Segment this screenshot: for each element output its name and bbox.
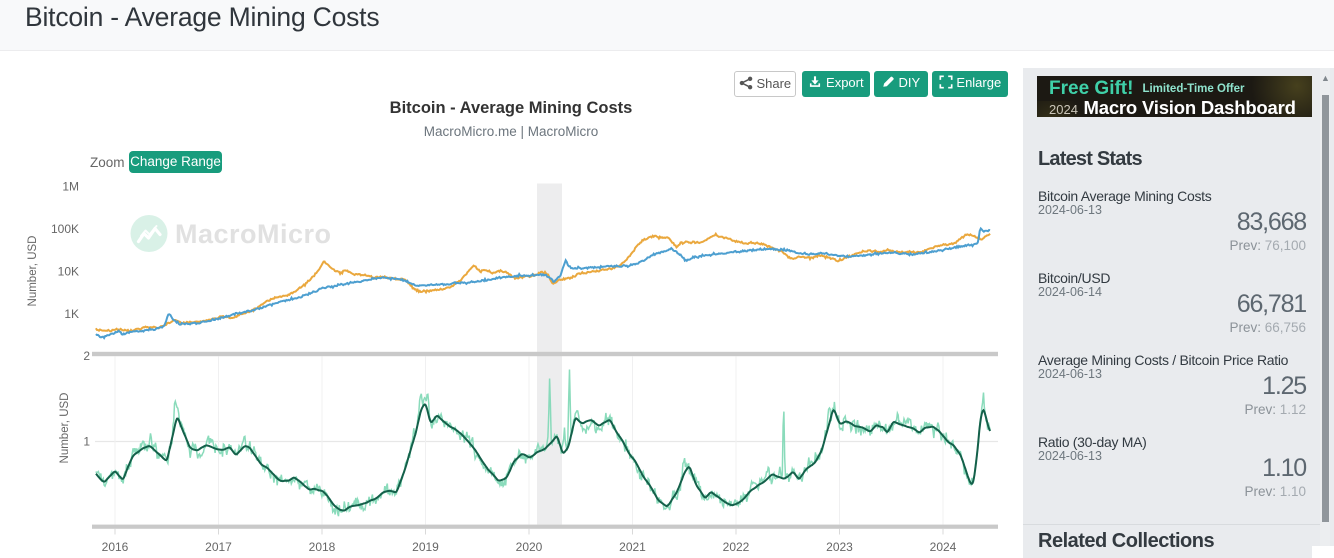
svg-text:2022: 2022 <box>723 540 750 554</box>
svg-text:2: 2 <box>83 349 90 363</box>
svg-text:2018: 2018 <box>309 540 336 554</box>
svg-text:2024: 2024 <box>930 540 957 554</box>
svg-text:2017: 2017 <box>205 540 232 554</box>
svg-text:MacroMicro: MacroMicro <box>175 219 332 249</box>
svg-text:1K: 1K <box>64 307 79 321</box>
svg-text:1M: 1M <box>62 180 79 194</box>
svg-text:2020: 2020 <box>516 540 543 554</box>
svg-text:Number, USD: Number, USD <box>59 393 71 464</box>
svg-text:2016: 2016 <box>102 540 129 554</box>
svg-text:10K: 10K <box>58 265 79 279</box>
svg-text:2021: 2021 <box>619 540 646 554</box>
svg-text:Number, USD: Number, USD <box>27 236 39 307</box>
svg-text:100K: 100K <box>51 222 79 236</box>
svg-text:2019: 2019 <box>412 540 439 554</box>
svg-text:1: 1 <box>83 435 90 449</box>
svg-text:2023: 2023 <box>826 540 853 554</box>
